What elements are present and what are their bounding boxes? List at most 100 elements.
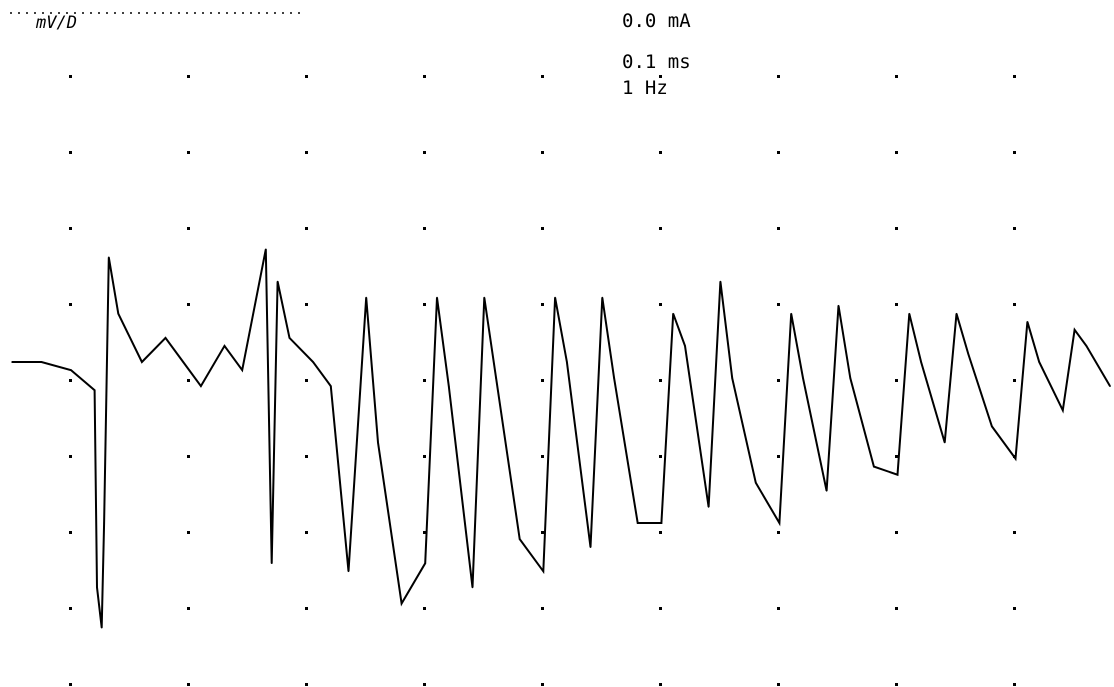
grid-dot <box>423 683 426 686</box>
data-point <box>566 361 568 363</box>
grid-dot <box>895 151 898 154</box>
data-point <box>424 562 426 564</box>
grid-dot <box>1013 531 1016 534</box>
data-point <box>519 538 521 540</box>
grid-dot <box>541 607 544 610</box>
data-point <box>1109 385 1111 387</box>
grid-dot <box>895 379 898 382</box>
data-point <box>312 361 314 363</box>
data-point <box>1015 458 1017 460</box>
data-point <box>165 337 167 339</box>
grid-dot <box>305 455 308 458</box>
grid-dot <box>305 151 308 154</box>
grid-dot <box>187 151 190 154</box>
grid-dot <box>541 379 544 382</box>
grid-dot <box>541 151 544 154</box>
grid-dot <box>541 75 544 78</box>
data-point <box>1027 321 1029 323</box>
data-point <box>448 385 450 387</box>
grid-dot <box>659 303 662 306</box>
data-point <box>101 627 103 629</box>
grid-dot <box>69 75 72 78</box>
data-point <box>802 377 804 379</box>
stim-rate-readout: 1 Hz <box>622 77 668 99</box>
grid-dot <box>69 303 72 306</box>
grid-dot <box>659 683 662 686</box>
grid-dot <box>895 607 898 610</box>
grid-dot <box>187 75 190 78</box>
data-point <box>956 313 958 315</box>
data-point <box>1074 329 1076 331</box>
grid-dot <box>541 455 544 458</box>
grid-dots <box>69 75 1016 686</box>
grid-dot <box>305 75 308 78</box>
data-point <box>41 361 43 363</box>
data-point <box>684 345 686 347</box>
grid-dot <box>305 303 308 306</box>
data-point <box>200 385 202 387</box>
data-point <box>1038 361 1040 363</box>
grid-dot <box>69 455 72 458</box>
grid-dot <box>305 607 308 610</box>
data-point <box>436 297 438 299</box>
data-point <box>96 587 98 589</box>
grid-dot <box>187 227 190 230</box>
data-point <box>554 297 556 299</box>
data-point <box>613 377 615 379</box>
data-point <box>117 313 119 315</box>
grid-dot <box>1013 151 1016 154</box>
grid-dot <box>187 455 190 458</box>
grid-dot <box>69 531 72 534</box>
grid-dot <box>895 227 898 230</box>
grid-dot <box>1013 227 1016 230</box>
grid-dot <box>423 303 426 306</box>
data-point <box>755 482 757 484</box>
grid-dot <box>659 531 662 534</box>
data-point <box>590 546 592 548</box>
grid-dot <box>777 379 780 382</box>
grid-dot <box>541 303 544 306</box>
data-point <box>483 297 485 299</box>
data-point <box>542 571 544 573</box>
data-point <box>103 522 105 524</box>
data-point <box>495 377 497 379</box>
grid-dot <box>305 227 308 230</box>
stim-duration-readout: 0.1 ms <box>622 51 691 73</box>
grid-dot <box>1013 379 1016 382</box>
data-point <box>944 442 946 444</box>
data-point <box>472 587 474 589</box>
grid-dot <box>423 227 426 230</box>
grid-dot <box>423 379 426 382</box>
grid-dot <box>659 455 662 458</box>
grid-dot <box>659 379 662 382</box>
grid-dot <box>423 75 426 78</box>
data-point <box>401 603 403 605</box>
grid-dot <box>777 531 780 534</box>
data-point <box>637 522 639 524</box>
data-point <box>277 281 279 283</box>
data-point <box>708 506 710 508</box>
grid-dot <box>187 683 190 686</box>
data-point <box>720 281 722 283</box>
data-point <box>731 377 733 379</box>
data-point <box>94 389 96 391</box>
grid-dot <box>1013 75 1016 78</box>
data-point <box>790 313 792 315</box>
data-point <box>968 353 970 355</box>
data-point <box>141 361 143 363</box>
grid-dot <box>659 607 662 610</box>
grid-dot <box>541 227 544 230</box>
stim-current-readout: 0.0 mA <box>622 10 691 32</box>
data-point <box>920 361 922 363</box>
grid-dot <box>305 683 308 686</box>
scale-label: mV/D <box>35 13 77 33</box>
grid-dot <box>895 683 898 686</box>
data-point <box>348 571 350 573</box>
grid-dot <box>305 379 308 382</box>
data-point <box>661 522 663 524</box>
data-point <box>602 297 604 299</box>
grid-dot <box>895 303 898 306</box>
grid-dot <box>423 151 426 154</box>
data-point <box>224 345 226 347</box>
data-point <box>108 257 110 259</box>
